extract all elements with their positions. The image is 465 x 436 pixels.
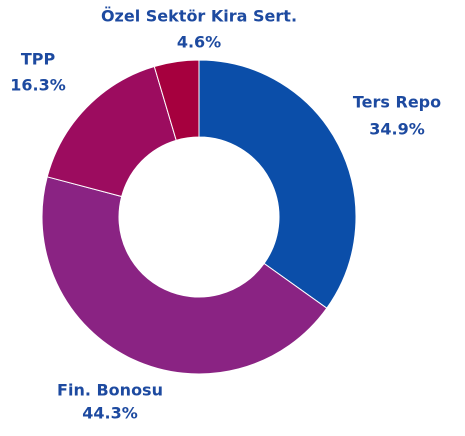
slice-value-label: 16.3% — [10, 76, 66, 95]
slice-label: Fin. Bonosu — [57, 381, 163, 400]
donut-slice — [46, 65, 177, 198]
donut-slice — [198, 59, 357, 309]
slice-value-label: 4.6% — [177, 33, 221, 52]
slice-label: TPP — [21, 50, 56, 69]
slice-value-label: 44.3% — [82, 404, 138, 423]
donut-slice — [153, 59, 200, 141]
slice-value-label: 34.9% — [369, 120, 425, 139]
donut-slice — [41, 176, 328, 375]
slice-label: Özel Sektör Kira Sert. — [101, 7, 297, 26]
slice-label: Ters Repo — [353, 93, 441, 112]
